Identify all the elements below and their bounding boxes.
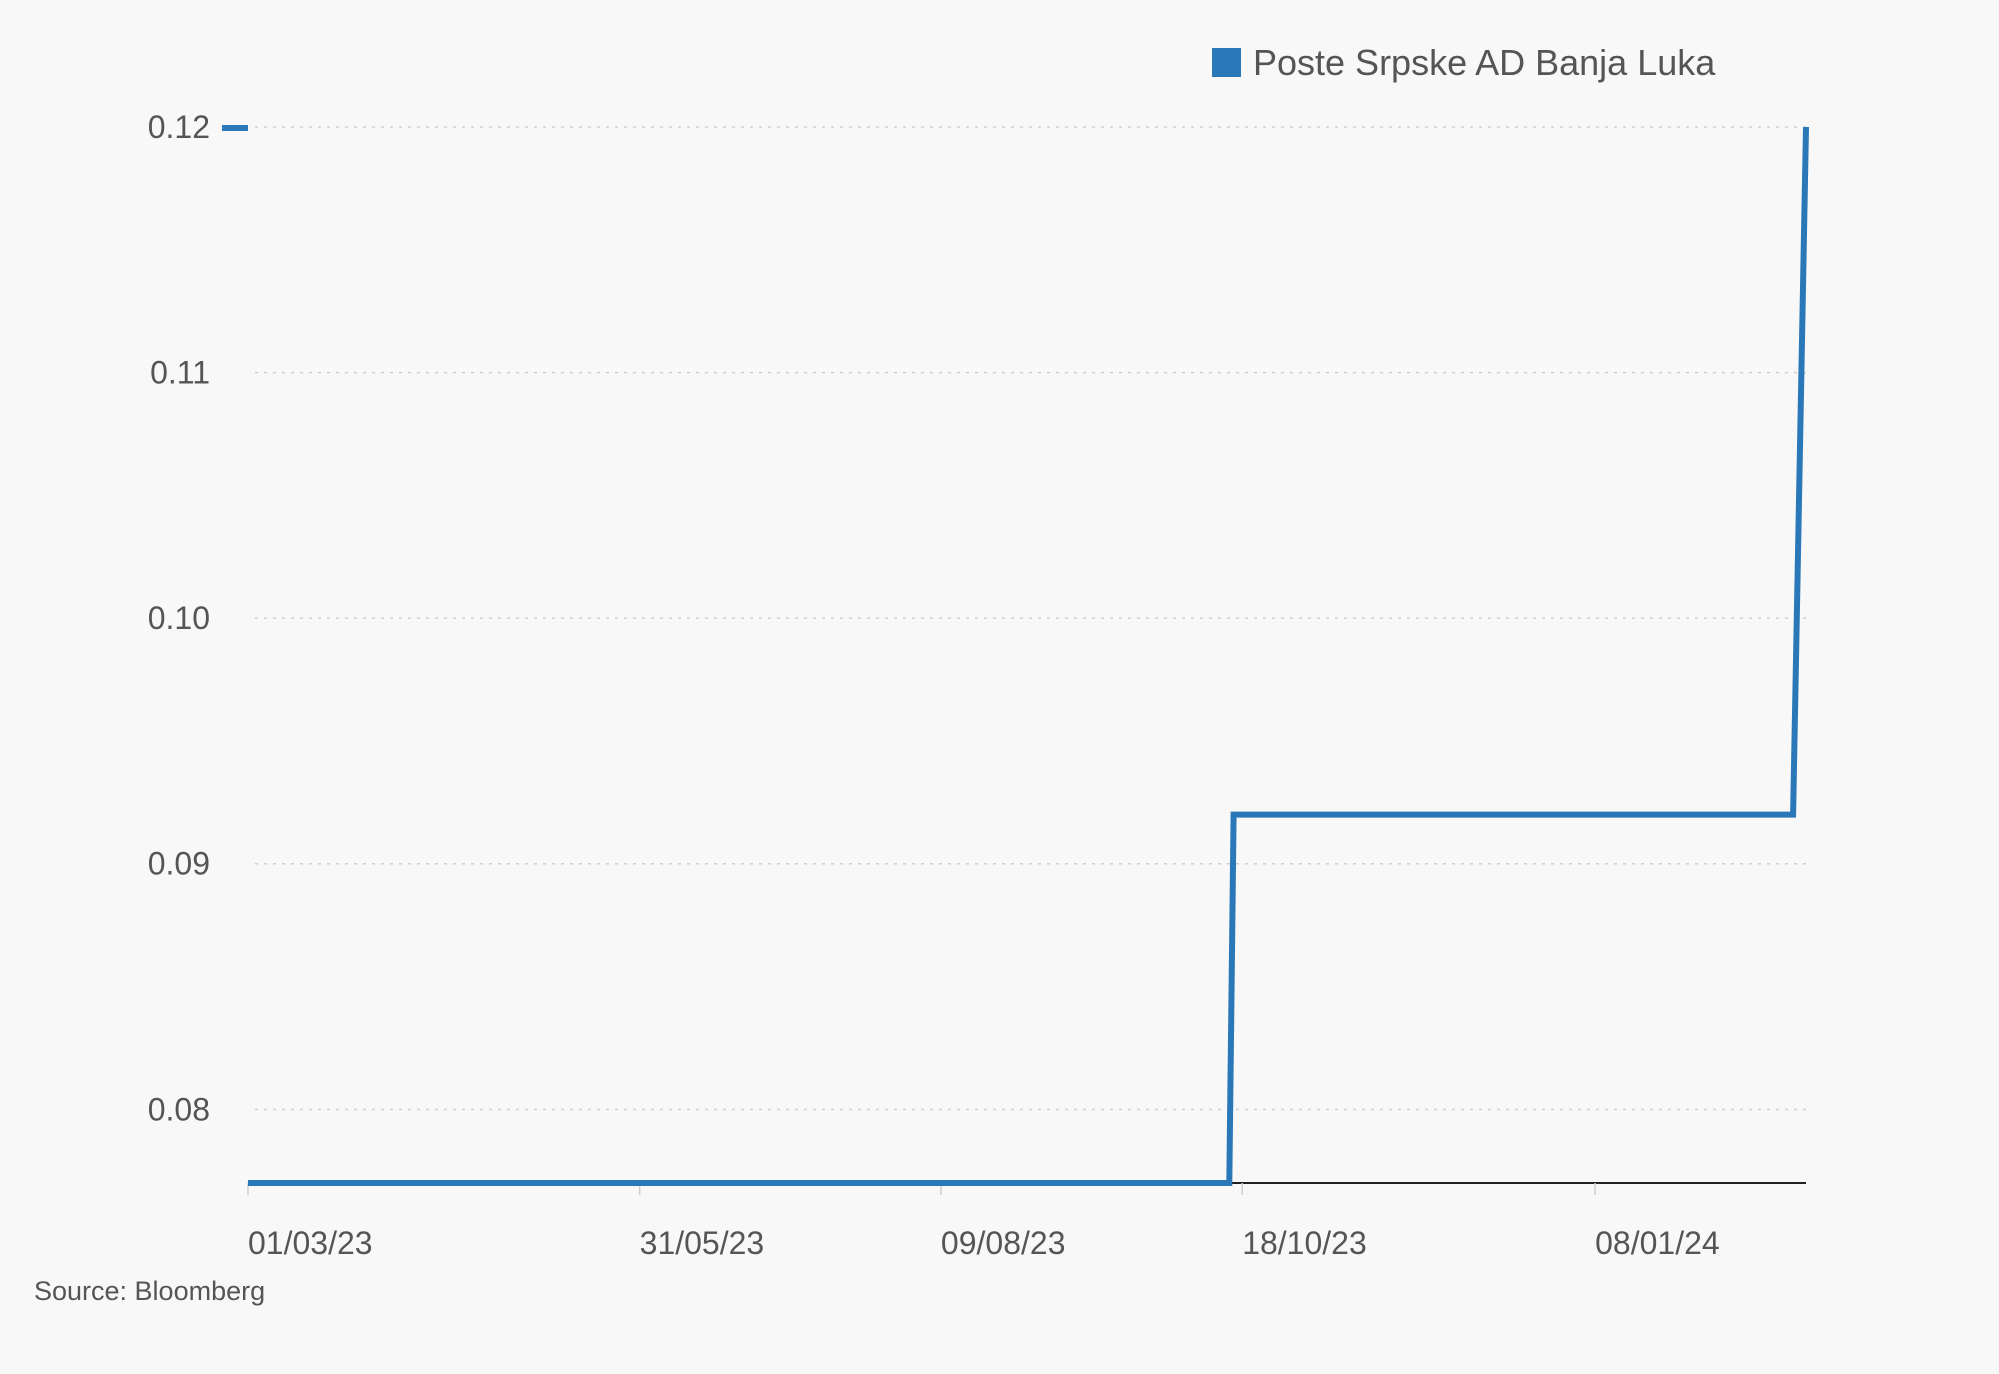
legend-label: Poste Srpske AD Banja Luka bbox=[1253, 42, 1716, 83]
y-axis-ticks: 0.08 0.09 0.10 0.11 0.12 bbox=[148, 109, 210, 1127]
legend-swatch bbox=[1212, 48, 1241, 77]
x-tick-label: 01/03/23 bbox=[248, 1225, 373, 1261]
y-tick-label: 0.11 bbox=[150, 355, 210, 391]
gridlines bbox=[255, 126, 1812, 1111]
series-layer bbox=[222, 125, 1809, 1186]
y-tick-label: 0.12 bbox=[148, 109, 210, 145]
x-tick-label: 18/10/23 bbox=[1242, 1225, 1367, 1261]
y-tick-label: 0.08 bbox=[148, 1091, 210, 1127]
x-tick-label: 09/08/23 bbox=[941, 1225, 1066, 1261]
x-axis-ticks: 01/03/23 31/05/23 09/08/23 18/10/23 08/01/24 bbox=[248, 1225, 1720, 1261]
y-tick-label: 0.09 bbox=[148, 846, 210, 882]
x-tick-label: 08/01/24 bbox=[1595, 1225, 1720, 1261]
series-line bbox=[248, 126, 1809, 1186]
y-tick-label: 0.10 bbox=[148, 600, 210, 636]
x-tick-label: 31/05/23 bbox=[640, 1225, 765, 1261]
source-label: Source: Bloomberg bbox=[34, 1276, 265, 1306]
y-axis-marker bbox=[222, 125, 248, 131]
legend: Poste Srpske AD Banja Luka bbox=[1212, 42, 1716, 83]
